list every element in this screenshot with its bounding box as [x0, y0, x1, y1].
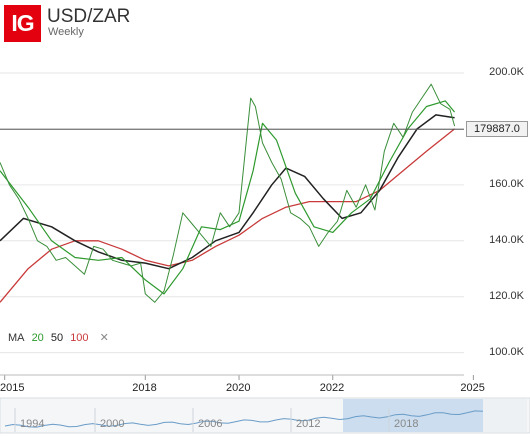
y-tick-label: 140.0K	[489, 233, 524, 246]
y-tick-label: 120.0K	[489, 289, 524, 302]
x-tick-label: 2018	[132, 382, 157, 394]
series-line-ma50	[0, 114, 455, 270]
y-tick-label: 160.0K	[489, 177, 524, 190]
series-line-ma100	[0, 128, 456, 303]
series-line-ma20	[0, 100, 456, 295]
series-line-price	[0, 83, 456, 303]
y-tick-label: 200.0K	[489, 65, 524, 78]
page-title: USD/ZAR	[47, 6, 131, 27]
navigator-tick-label: 1994	[20, 418, 45, 430]
navigator-tick-label: 2012	[296, 418, 321, 430]
ig-logo: IG	[4, 5, 41, 42]
navigator-handle[interactable]	[483, 399, 527, 432]
legend-ma100[interactable]: 100	[70, 332, 89, 344]
navigator-series	[4, 410, 484, 428]
navigator-tick-label: 2000	[100, 418, 125, 430]
ma-legend: MA 20 50 100 ✕	[8, 331, 113, 344]
series-lines	[0, 83, 456, 303]
chart-period: Weekly	[48, 26, 84, 38]
legend-ma50[interactable]: 50	[50, 332, 64, 344]
legend-close-icon[interactable]: ✕	[99, 332, 109, 344]
navigator-tick-label: 2018	[394, 418, 419, 430]
navigator-tick-label: 2006	[198, 418, 223, 430]
current-price-tag: 179887.0	[466, 121, 528, 138]
x-tick-label: 2015	[0, 382, 25, 394]
x-tick-label: 2022	[319, 382, 345, 394]
legend-ma-label: MA	[8, 332, 25, 344]
x-tick-label: 2020	[226, 382, 251, 394]
navigator[interactable]	[0, 397, 530, 434]
y-tick-label: 100.0K	[489, 345, 524, 358]
legend-ma20[interactable]: 20	[31, 332, 44, 344]
x-tick-label: 2025	[460, 382, 485, 394]
